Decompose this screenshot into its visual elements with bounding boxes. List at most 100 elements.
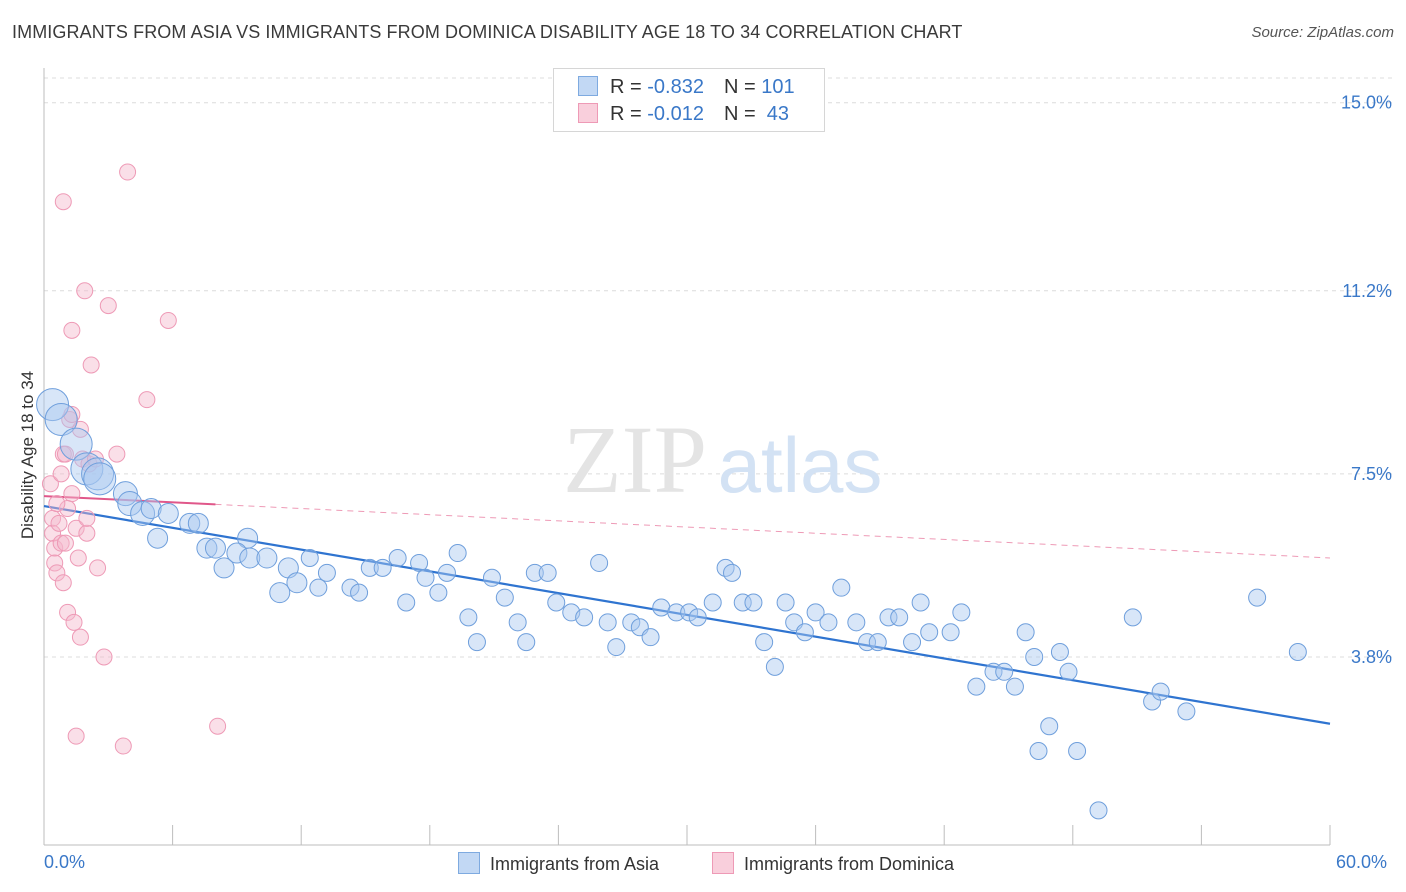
asia-point [525, 563, 544, 582]
asia-point [538, 563, 557, 582]
asia-point [388, 548, 407, 567]
asia-point [360, 558, 379, 577]
source-credit: Source: ZipAtlas.com [1251, 24, 1394, 41]
asia-point [984, 662, 1003, 681]
dominica-point [41, 475, 59, 493]
axes [43, 68, 1331, 846]
asia-point [256, 547, 278, 569]
asia-point [622, 613, 641, 632]
bottom-legend-dominica: Immigrants from Dominica [712, 852, 954, 875]
legend-n-label: N = [723, 103, 762, 125]
asia-point [1177, 702, 1196, 721]
y-tick-label: 15.0% [1341, 93, 1392, 113]
asia-point [1151, 682, 1170, 701]
dominica-point [46, 554, 64, 572]
bottom-swatch-dominica [712, 852, 734, 874]
dominica-point [209, 717, 227, 735]
legend-row-dominica: R = -0.012 N = 43 [578, 102, 789, 126]
asia-point [59, 427, 93, 461]
y-tick-label: 11.2% [1342, 281, 1392, 301]
asia-point [300, 548, 319, 567]
dominica-point [89, 559, 107, 577]
dominica-point [48, 495, 66, 513]
legend-swatch-asia [578, 76, 598, 96]
dominica-point [82, 356, 100, 374]
dominica-point [114, 737, 132, 755]
asia-point [967, 677, 986, 696]
dominica-point [108, 445, 126, 463]
dominica-point [76, 282, 94, 300]
legend-n-value-dominica: 43 [761, 103, 790, 125]
legend-swatch-dominica [578, 103, 598, 123]
asia-point [140, 498, 162, 520]
asia-point [1016, 623, 1035, 642]
dominica-point [59, 500, 77, 518]
asia-point [416, 568, 435, 587]
asia-point [508, 613, 527, 632]
dominica-point [65, 613, 83, 631]
asia-point [776, 593, 795, 612]
asia-point [723, 563, 742, 582]
dominica-trend-line-solid [43, 495, 216, 506]
y-tick-labels: 3.8% 7.5% 11.2% 15.0% [1341, 93, 1392, 667]
asia-point [952, 603, 971, 622]
dominica-point [69, 549, 87, 567]
asia-point [410, 553, 429, 572]
asia-point [795, 623, 814, 642]
asia-point [269, 582, 291, 604]
dominica-point [78, 524, 96, 542]
legend-r-value-asia: -0.832 [647, 76, 704, 98]
legend-r-label: R = [610, 76, 648, 98]
asia-point [1029, 741, 1048, 760]
asia-point [1068, 741, 1087, 760]
asia-point [226, 542, 248, 564]
asia-point [765, 657, 784, 676]
asia-trend-line [43, 504, 1331, 725]
asia-point [482, 568, 501, 587]
watermark: ZIP atlas [563, 406, 882, 513]
asia-point [157, 502, 179, 524]
asia-point [1005, 677, 1024, 696]
asia-point [819, 613, 838, 632]
dominica-point [59, 603, 77, 621]
asia-point [373, 558, 392, 577]
asia-point [903, 633, 922, 652]
asia-point [547, 593, 566, 612]
legend-row-asia: R = -0.832 N = 101 [578, 75, 795, 99]
dominica-point [52, 465, 70, 483]
asia-point [641, 628, 660, 647]
asia-point [467, 633, 486, 652]
dominica-point [54, 193, 72, 211]
bottom-legend-asia: Immigrants from Asia [458, 852, 659, 875]
asia-point [459, 608, 478, 627]
dominica-point [67, 727, 85, 745]
dominica-point [138, 391, 156, 409]
asia-point [832, 578, 851, 597]
asia-point [607, 638, 626, 657]
asia-point [309, 578, 328, 597]
dominica-point [56, 534, 74, 552]
asia-point [703, 593, 722, 612]
correlation-legend: R = -0.832 N = 101 R = -0.012 N = 43 [553, 68, 825, 132]
dominica-point [78, 509, 96, 527]
dominica-point [67, 519, 85, 537]
asia-point [1025, 647, 1044, 666]
dominica-point [48, 564, 66, 582]
asia-point [733, 593, 752, 612]
asia-point [1089, 801, 1108, 820]
asia-point [1059, 662, 1078, 681]
watermark-atlas: atlas [718, 421, 883, 509]
asia-point [652, 598, 671, 617]
dominica-point [50, 514, 68, 532]
asia-point [204, 537, 226, 559]
asia-point [44, 402, 78, 436]
asia-point [744, 593, 763, 612]
dominica-trend-line-dashed [215, 503, 1331, 559]
asia-point [1123, 608, 1142, 627]
asia-point [213, 557, 235, 579]
legend-r-label: R = [610, 103, 648, 125]
legend-r-value-dominica: -0.012 [647, 103, 704, 125]
dominica-points [41, 163, 227, 755]
asia-points [36, 388, 1307, 820]
